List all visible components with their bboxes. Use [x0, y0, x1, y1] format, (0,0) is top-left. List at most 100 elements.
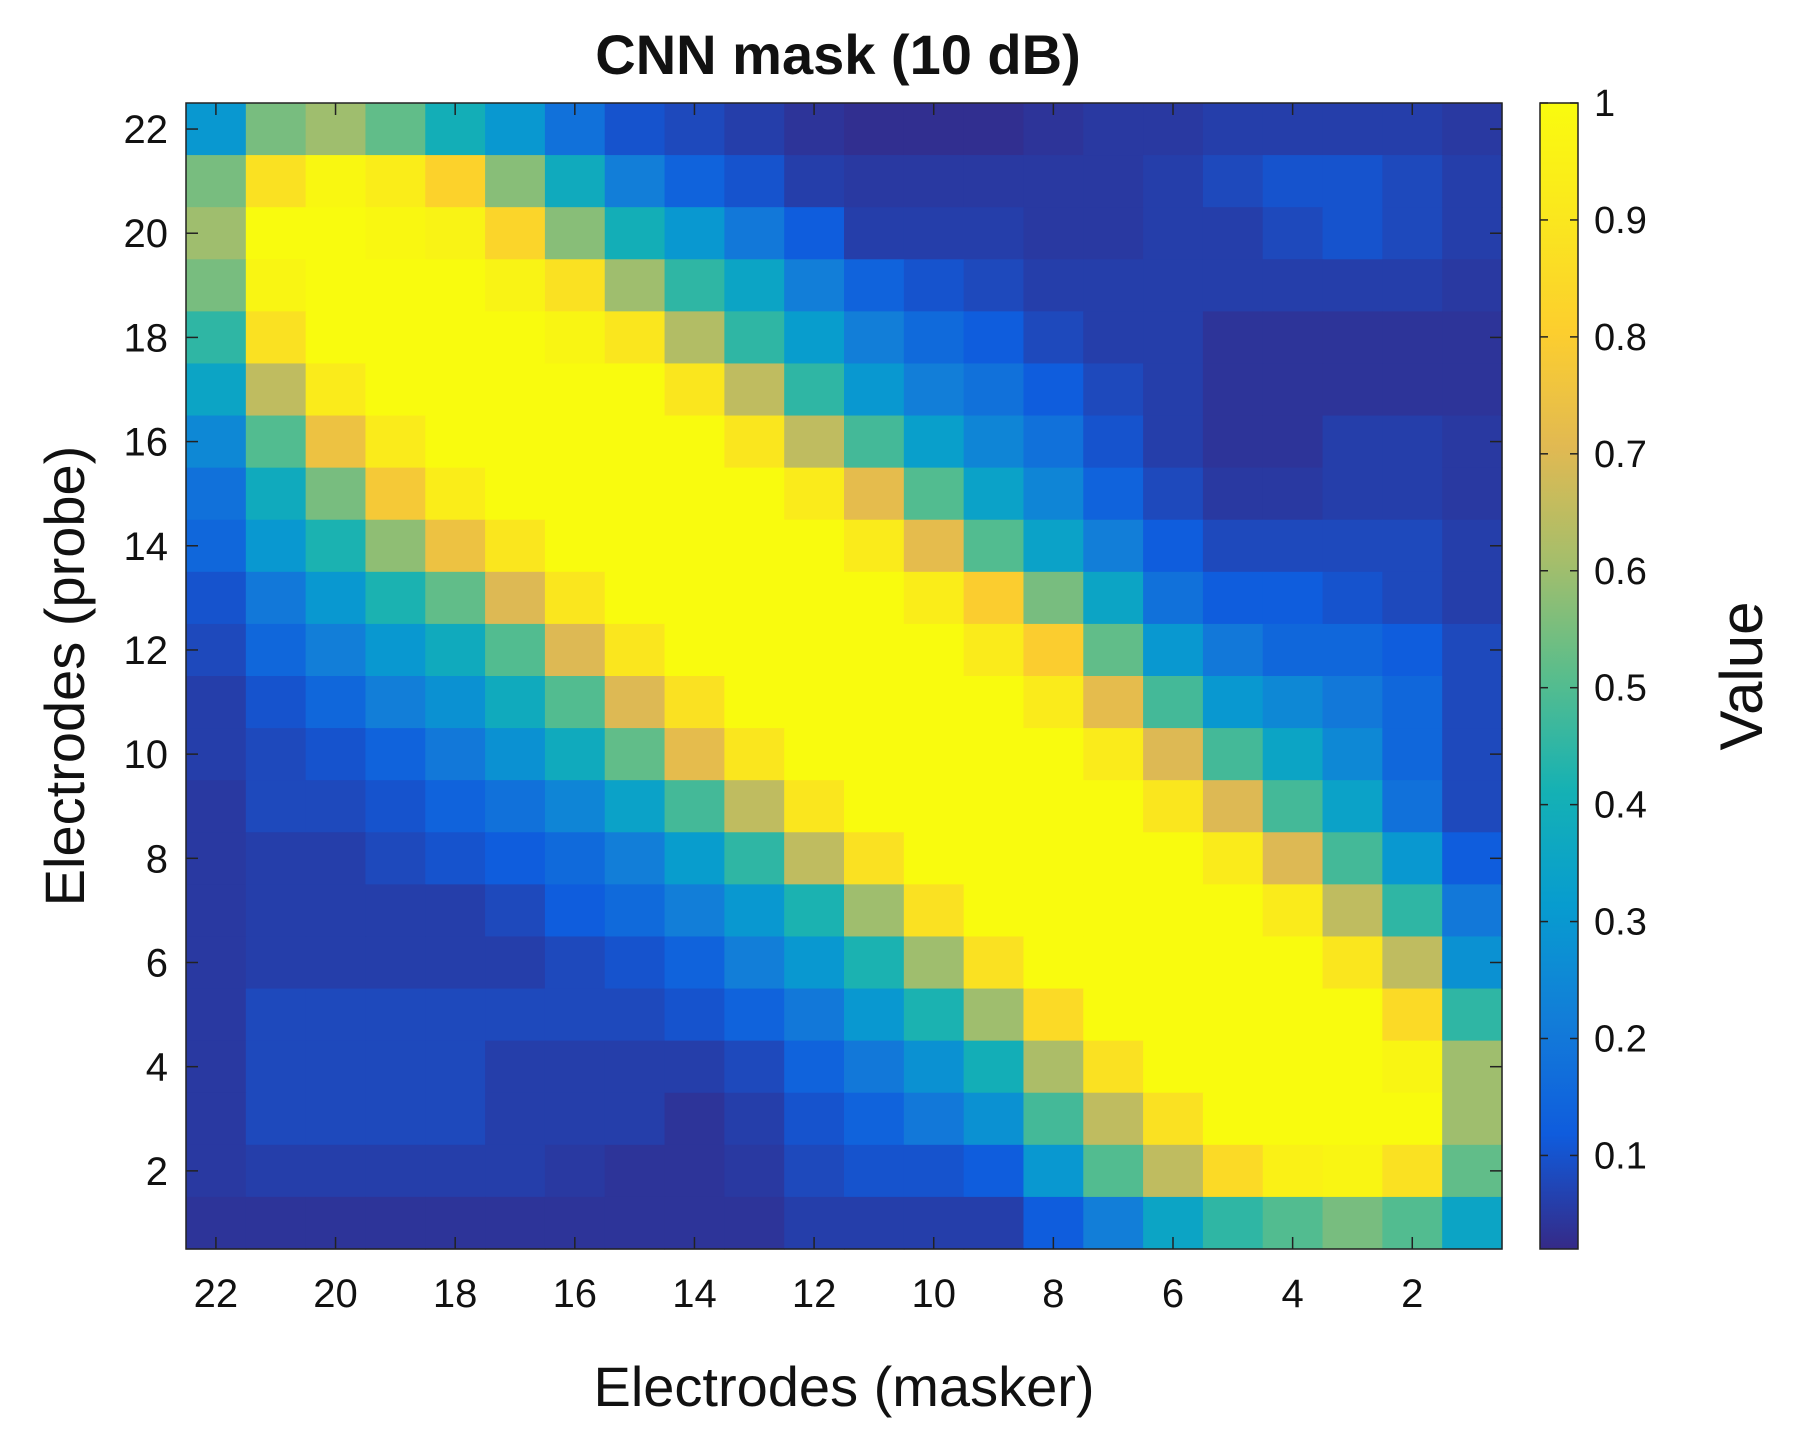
- heatmap-cell: [1382, 936, 1443, 990]
- heatmap-cell: [903, 1144, 965, 1198]
- heatmap-cell: [425, 519, 486, 573]
- heatmap-cell: [724, 936, 785, 990]
- heatmap-cell: [1202, 259, 1264, 312]
- heatmap-cell: [724, 519, 785, 573]
- heatmap-cell: [724, 676, 785, 729]
- colorbar: [1539, 102, 1579, 1250]
- heatmap-cell: [1382, 259, 1443, 312]
- heatmap-cell: [1382, 363, 1443, 417]
- heatmap-cell: [784, 1092, 845, 1146]
- heatmap-cell: [1382, 1040, 1443, 1094]
- heatmap-cell: [1322, 1196, 1383, 1250]
- heatmap-cell: [485, 1040, 546, 1094]
- y-axis-ticks: 22 20 18 16 14 12 10 8 6 4 2: [124, 108, 1502, 1194]
- heatmap-cell: [485, 832, 546, 885]
- y-axis-label: Electrodes (probe): [33, 446, 96, 907]
- heatmap-cell: [1083, 832, 1144, 885]
- heatmap-cell: [425, 728, 486, 781]
- heatmap-cell: [1382, 1092, 1443, 1146]
- heatmap-cell: [1202, 832, 1264, 885]
- heatmap-cell: [1382, 519, 1443, 573]
- heatmap-cell: [1322, 1092, 1383, 1146]
- heatmap-cell: [485, 780, 546, 833]
- heatmap-cell: [1202, 155, 1264, 208]
- colorbar-tick-label: 0.4: [1594, 785, 1647, 827]
- heatmap-cell: [1322, 519, 1383, 573]
- heatmap-cell: [1083, 571, 1144, 625]
- heatmap-cell: [903, 571, 965, 625]
- heatmap-cell: [664, 832, 725, 885]
- heatmap-cell: [425, 1092, 486, 1146]
- heatmap-cell: [903, 780, 965, 833]
- heatmap-cell: [724, 623, 785, 677]
- heatmap-cell: [305, 155, 367, 208]
- heatmap-cell: [1143, 728, 1204, 781]
- heatmap-cell: [903, 884, 965, 938]
- colorbar-ticks: 0.1 0.2 0.3 0.4 0.5 0.6 0.7 0.8 0.9 1: [1540, 83, 1647, 1177]
- heatmap-cell: [963, 832, 1025, 885]
- y-tick-label: 16: [124, 421, 169, 465]
- heatmap-cell: [245, 728, 307, 781]
- heatmap-cell: [1322, 363, 1383, 417]
- heatmap-cell: [1382, 988, 1443, 1042]
- heatmap-cell: [1442, 467, 1503, 521]
- heatmap-cell: [1143, 780, 1204, 833]
- heatmap-cell: [784, 467, 845, 521]
- heatmap-cell: [425, 467, 486, 521]
- heatmap-cell: [844, 103, 905, 156]
- heatmap-cell: [1382, 676, 1443, 729]
- heatmap-cell: [425, 207, 486, 260]
- heatmap-cell: [963, 155, 1025, 208]
- heatmap-cell: [664, 311, 725, 365]
- heatmap-cell: [1202, 415, 1264, 469]
- y-tick-label: 4: [146, 1046, 168, 1090]
- heatmap-cell: [784, 155, 845, 208]
- heatmap-cell: [1083, 780, 1144, 833]
- heatmap-cell: [1202, 467, 1264, 521]
- heatmap-cell: [784, 519, 845, 573]
- heatmap-cell: [1262, 259, 1324, 312]
- heatmap-cell: [245, 623, 307, 677]
- heatmap-cell: [664, 415, 725, 469]
- heatmap-cell: [365, 519, 426, 573]
- heatmap-cell: [1442, 780, 1503, 833]
- heatmap-cell: [1143, 571, 1204, 625]
- heatmap-cell: [1322, 259, 1383, 312]
- heatmap-cell: [1442, 571, 1503, 625]
- heatmap-cell: [425, 936, 486, 990]
- heatmap-cell: [1083, 884, 1144, 938]
- heatmap-cell: [963, 207, 1025, 260]
- heatmap-cell: [1322, 623, 1383, 677]
- heatmap-cell: [844, 1196, 905, 1250]
- heatmap-cell: [485, 311, 546, 365]
- heatmap-cell: [1023, 728, 1084, 781]
- heatmap-cell: [365, 884, 426, 938]
- heatmap-cell: [664, 155, 725, 208]
- heatmap-cell: [186, 676, 247, 729]
- x-tick-label: 22: [194, 1272, 239, 1316]
- heatmap-cell: [724, 832, 785, 885]
- heatmap-cell: [544, 676, 606, 729]
- heatmap-cell: [485, 988, 546, 1042]
- heatmap-cell: [1023, 1040, 1084, 1094]
- heatmap-cell: [1143, 519, 1204, 573]
- heatmap-cell: [844, 467, 905, 521]
- heatmap-cell: [186, 1092, 247, 1146]
- heatmap-cell: [1442, 1092, 1503, 1146]
- heatmap-cell: [485, 1092, 546, 1146]
- heatmap-cell: [1083, 1040, 1144, 1094]
- heatmap-cell: [544, 363, 606, 417]
- heatmap-cell: [784, 259, 845, 312]
- heatmap-cell: [1202, 207, 1264, 260]
- heatmap-cell: [1322, 988, 1383, 1042]
- heatmap-cell: [305, 259, 367, 312]
- heatmap-cell: [1322, 467, 1383, 521]
- heatmap-cell: [903, 728, 965, 781]
- heatmap-cell: [664, 571, 725, 625]
- heatmap-cell: [1023, 676, 1084, 729]
- heatmap-cell: [844, 311, 905, 365]
- heatmap-cell: [724, 884, 785, 938]
- heatmap-cell: [365, 623, 426, 677]
- heatmap-cell: [903, 155, 965, 208]
- y-tick-label: 22: [124, 108, 169, 152]
